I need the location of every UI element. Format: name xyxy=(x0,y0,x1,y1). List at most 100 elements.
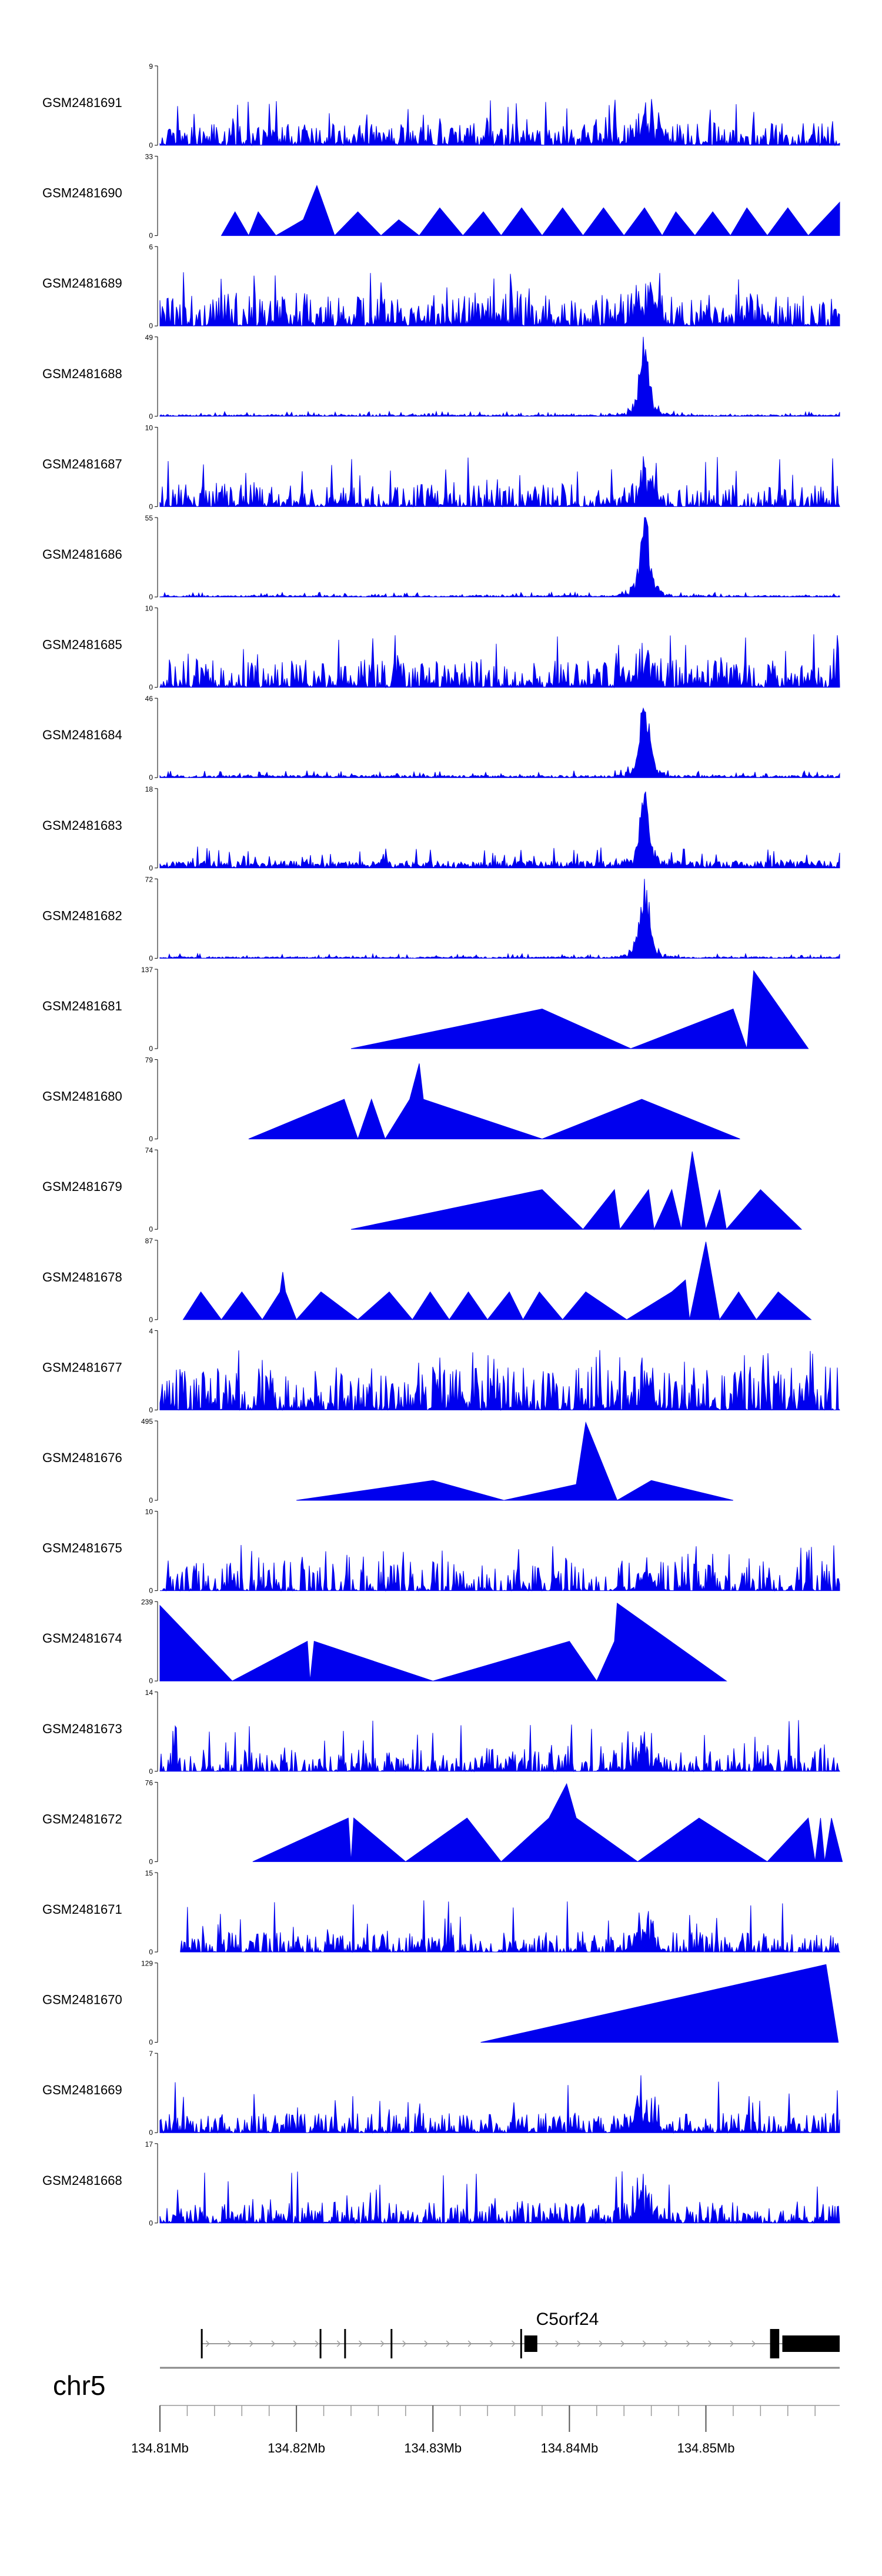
signal-area xyxy=(248,1063,740,1140)
y-max-label: 10 xyxy=(145,1508,153,1516)
track-GSM2481681: GSM2481681 137 0 xyxy=(42,966,809,1053)
y-max-label: 55 xyxy=(145,514,153,522)
track-label: GSM2481687 xyxy=(42,456,122,471)
axis-tick-label: 134.82Mb xyxy=(268,2441,325,2455)
signal-area xyxy=(159,1350,840,1412)
y-max-label: 6 xyxy=(149,243,153,251)
exon xyxy=(201,2329,203,2358)
y-min-label: 0 xyxy=(149,2128,153,2137)
y-min-label: 0 xyxy=(149,412,153,421)
signal-area xyxy=(350,1151,803,1230)
track-label: GSM2481677 xyxy=(42,1360,122,1374)
axis-tick-label: 134.84Mb xyxy=(540,2441,598,2455)
strand-arrow xyxy=(402,2340,406,2347)
track-label: GSM2481691 xyxy=(42,95,122,110)
y-max-label: 49 xyxy=(145,333,153,342)
signal-area xyxy=(159,634,840,689)
signal-area xyxy=(159,272,840,328)
y-min-label: 0 xyxy=(149,954,153,962)
track-GSM2481684: GSM2481684 46 0 xyxy=(42,695,840,782)
track-GSM2481688: GSM2481688 49 0 xyxy=(42,333,840,421)
track-label: GSM2481673 xyxy=(42,1721,122,1736)
strand-arrow xyxy=(336,2340,341,2347)
signal-area xyxy=(159,517,840,598)
track-label: GSM2481671 xyxy=(42,1902,122,1917)
signal-area xyxy=(480,1964,839,2043)
strand-arrow xyxy=(686,2340,690,2347)
y-min-label: 0 xyxy=(149,593,153,601)
strand-arrow xyxy=(489,2340,494,2347)
track-label: GSM2481684 xyxy=(42,728,122,742)
signal-tracks: GSM248169190GSM2481690330GSM248168960GSM… xyxy=(42,62,843,2227)
track-label: GSM2481680 xyxy=(42,1089,122,1104)
y-min-label: 0 xyxy=(149,322,153,330)
y-max-label: 17 xyxy=(145,2140,153,2148)
y-max-label: 76 xyxy=(145,1778,153,1787)
strand-arrow xyxy=(446,2340,450,2347)
strand-arrow xyxy=(664,2340,669,2347)
strand-arrow xyxy=(512,2340,516,2347)
y-max-label: 10 xyxy=(145,605,153,613)
signal-area xyxy=(159,2171,840,2224)
strand-arrow xyxy=(708,2340,712,2347)
y-min-label: 0 xyxy=(149,773,153,782)
strand-arrow xyxy=(315,2340,319,2347)
y-max-label: 495 xyxy=(141,1417,153,1426)
y-min-label: 0 xyxy=(149,2038,153,2047)
strand-arrow xyxy=(620,2340,625,2347)
y-min-label: 0 xyxy=(149,1045,153,1053)
y-max-label: 79 xyxy=(145,1056,153,1065)
track-GSM2481691: GSM2481691 9 0 xyxy=(42,62,840,149)
track-label: GSM2481682 xyxy=(42,908,122,923)
strand-arrow xyxy=(271,2340,275,2347)
track-GSM2481670: GSM2481670 129 0 xyxy=(42,1960,839,2047)
track-GSM2481668: GSM2481668 17 0 xyxy=(42,2140,840,2227)
y-max-label: 18 xyxy=(145,785,153,793)
gene-track: C5orf24 xyxy=(201,2310,840,2358)
y-min-label: 0 xyxy=(149,141,153,149)
signal-area xyxy=(296,1421,734,1501)
y-min-label: 0 xyxy=(149,1948,153,1956)
track-GSM2481678: GSM2481678 87 0 xyxy=(42,1237,812,1324)
y-min-label: 0 xyxy=(149,683,153,692)
track-GSM2481689: GSM2481689 6 0 xyxy=(42,243,840,330)
strand-arrow xyxy=(380,2340,385,2347)
signal-area xyxy=(159,99,840,146)
chromosome-label: chr5 xyxy=(53,2370,105,2401)
y-min-label: 0 xyxy=(149,1225,153,1233)
track-GSM2481676: GSM2481676 495 0 xyxy=(42,1417,734,1504)
track-label: GSM2481675 xyxy=(42,1541,122,1556)
track-GSM2481669: GSM2481669 7 0 xyxy=(42,2050,840,2137)
strand-arrow xyxy=(249,2340,253,2347)
exon xyxy=(782,2335,840,2352)
y-max-label: 10 xyxy=(145,423,153,432)
track-label: GSM2481676 xyxy=(42,1450,122,1465)
signal-area xyxy=(159,1720,840,1773)
track-label: GSM2481688 xyxy=(42,366,122,381)
strand-arrow xyxy=(751,2340,756,2347)
track-label: GSM2481678 xyxy=(42,1270,122,1284)
exon xyxy=(777,2329,780,2358)
y-min-label: 0 xyxy=(149,1135,153,1143)
track-label: GSM2481669 xyxy=(42,2083,122,2097)
y-min-label: 0 xyxy=(149,2219,153,2227)
signal-area xyxy=(160,1544,840,1592)
strand-arrow xyxy=(577,2340,581,2347)
track-GSM2481673: GSM2481673 14 0 xyxy=(42,1689,840,1776)
y-max-label: 72 xyxy=(145,875,153,883)
y-min-label: 0 xyxy=(149,1677,153,1685)
signal-area xyxy=(159,1602,727,1682)
signal-area xyxy=(159,2075,840,2134)
y-max-label: 239 xyxy=(141,1598,153,1606)
track-label: GSM2481679 xyxy=(42,1179,122,1194)
y-min-label: 0 xyxy=(149,1857,153,1866)
track-label: GSM2481674 xyxy=(42,1631,122,1646)
track-GSM2481682: GSM2481682 72 0 xyxy=(42,875,840,962)
gene-label: C5orf24 xyxy=(536,2310,599,2329)
track-GSM2481679: GSM2481679 74 0 xyxy=(42,1146,803,1233)
track-label: GSM2481670 xyxy=(42,1993,122,2007)
y-max-label: 7 xyxy=(149,2050,153,2058)
y-min-label: 0 xyxy=(149,864,153,872)
track-label: GSM2481689 xyxy=(42,276,122,291)
